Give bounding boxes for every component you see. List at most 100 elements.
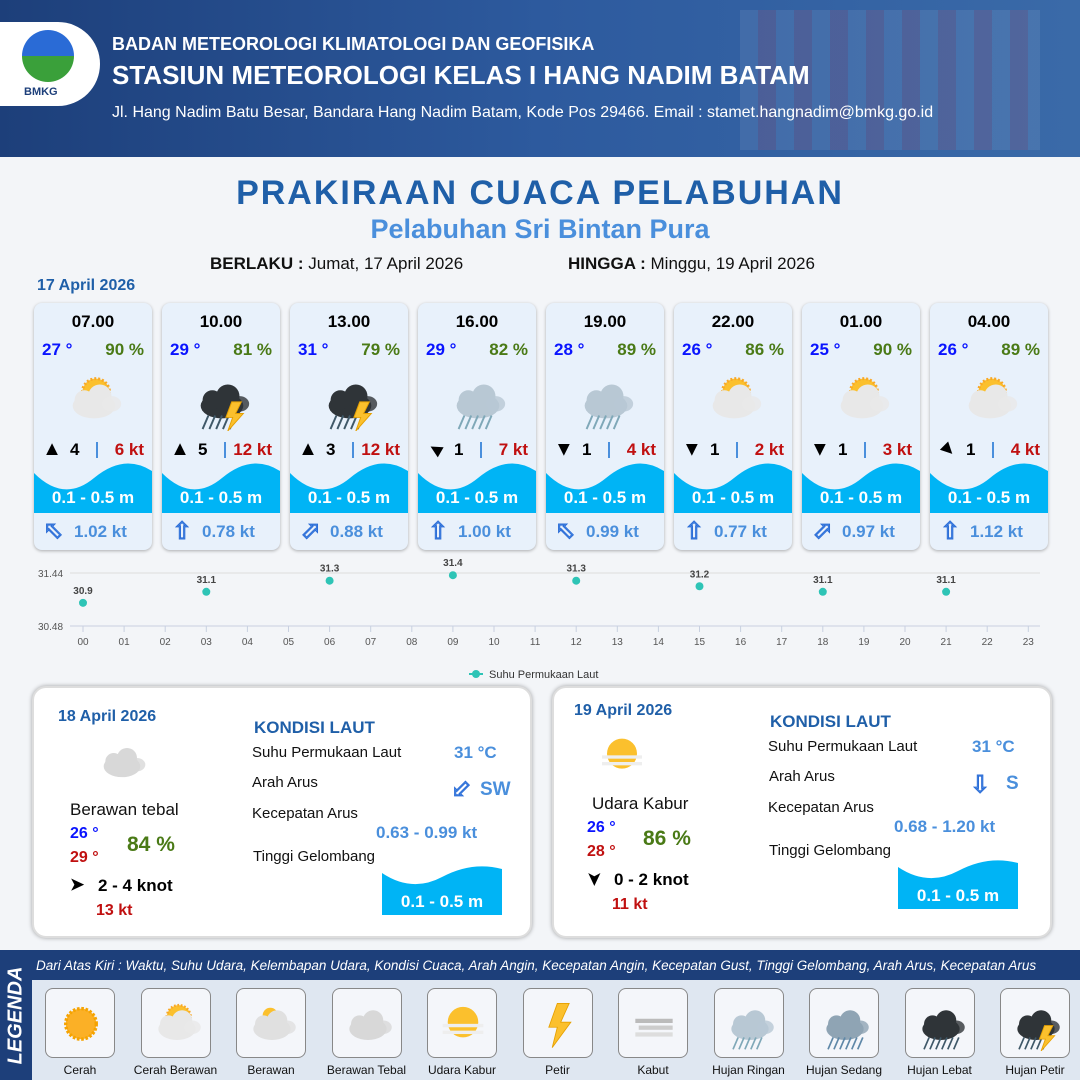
legend-hujan-sedang [809,988,879,1058]
wave-height: 0.1 - 0.5 m [435,488,519,507]
data-label: 31.1 [813,575,833,586]
wave-height: 0.1 - 0.5 m [51,488,135,507]
wind-direction-icon: ➤ [585,871,605,887]
legend-label: Petir [545,1063,570,1077]
gust-speed: 2 kt [754,440,784,459]
air-temperature: 29 ° [426,340,457,359]
berawan-tebal-icon [337,995,401,1056]
air-temperature: 27 ° [42,340,73,359]
forecast-time: 22.00 [711,312,755,331]
max-temperature: 28 ° [587,843,616,860]
hujan-petir-icon [314,367,386,432]
wind-direction-icon: ▲ [170,437,190,460]
gust-speed: 11 kt [612,896,648,913]
data-label: 31.3 [320,564,340,575]
org-name: BADAN METEOROLOGI KLIMATOLOGI DAN GEOFIS… [112,34,595,54]
wave-graphic [382,866,502,915]
cerah-berawan-icon [954,367,1026,431]
petir-icon [528,995,592,1056]
page-title: PRAKIRAAN CUACA PELABUHAN [236,174,844,212]
wave-graphic [418,463,536,513]
wind-speed: 1 [966,440,976,459]
wind-speed: 1 [454,440,464,459]
udara-kabur-icon [432,995,496,1056]
humidity: 89 % [617,340,656,359]
x-tick-label: 08 [406,637,418,648]
wind-speed: 1 [838,440,848,459]
current-speed: 0.77 kt [714,522,767,541]
cerah-berawan-icon [58,367,130,431]
data-point [79,598,87,607]
wave-graphic [802,463,920,513]
legend-label: Cerah Berawan [133,1063,218,1077]
hujan-ringan-icon [442,367,514,431]
x-tick-label: 19 [858,637,870,648]
legend-udara-kabur [427,988,497,1058]
legend-berawan-tebal [331,988,402,1058]
gust-speed: 6 kt [114,440,144,459]
panel-date: 18 April 2026 [58,708,157,725]
legend-title: LEGENDA [4,966,27,1064]
data-label: 30.9 [73,586,93,597]
wave-height: 0.1 - 0.5 m [819,488,903,507]
humidity: 86 % [643,827,691,850]
x-tick-label: 21 [941,637,953,648]
x-tick-label: 01 [119,637,131,648]
gust-speed: 12 kt [233,440,272,459]
legend-hujan-ringan [713,988,784,1058]
sea-condition-title: KONDISI LAUT [254,718,375,737]
page-subtitle: Pelabuhan Sri Bintan Pura [370,214,710,244]
divider [736,442,738,458]
data-point [695,582,704,591]
divider [96,442,98,458]
wave-graphic [162,463,280,513]
legend-berawan [236,988,306,1058]
day1-date: 17 April 2026 [37,277,136,294]
x-tick-label: 17 [776,637,788,648]
x-tick-label: 05 [283,637,295,648]
hujan-ringan-icon [570,367,642,431]
cerah-berawan-icon [146,995,210,1056]
forecast-time: 07.00 [71,312,115,331]
data-label: 31.1 [197,575,217,586]
wind-direction-icon: ▲ [421,434,451,463]
forecast-card: 10.00 29 ° 81 % ▲ 5 12 kt 0.1 - 0.5 m ⇧ … [162,303,280,550]
wind-direction-icon: ▲ [810,438,830,461]
x-tick-label: 15 [694,637,706,648]
sst-chart: 31.44 30.48 00 01 02 03 04 05 06 07 08 09 10 11 12 13 14… [38,558,1040,681]
current-direction-icon: ⇧ [37,514,71,548]
hujan-petir-icon [1005,995,1069,1056]
wind-direction-icon: ➤ [70,875,85,894]
gust-speed: 13 kt [96,902,133,919]
port-background-image [740,10,1040,150]
valid-from: BERLAKU : Jumat, 17 April 2026 [210,254,464,273]
wind-direction-icon: ▲ [933,434,964,465]
x-tick-label: 06 [324,637,336,648]
gust-speed: 4 kt [1010,440,1040,459]
forecast-card: 22.00 26 ° 86 % ▲ 1 2 kt 0.1 - 0.5 m ⇧ 0… [674,303,792,550]
wave-height-label: Tinggi Gelombang [769,842,892,859]
wind-speed: 2 - 4 knot [98,876,173,895]
valid-to: HINGGA : Minggu, 19 April 2026 [568,254,815,273]
forecast-time: 10.00 [199,312,243,331]
data-point [818,587,827,596]
x-tick-label: 14 [653,637,665,648]
berawan-icon [241,995,305,1056]
wind-direction-icon: ▲ [298,437,318,460]
current-direction-icon: ⇧ [805,514,839,548]
air-temperature: 28 ° [554,340,585,359]
gust-speed: 12 kt [361,440,400,459]
hujan-petir-icon [186,367,258,432]
legend-label: Suhu Permukaan Laut [489,669,598,681]
x-tick-label: 12 [571,637,583,648]
legend-hujan-petir [1000,988,1070,1058]
x-tick-label: 00 [77,637,89,648]
hujan-lebat-icon [910,995,974,1056]
forecast-card: 19.00 28 ° 89 % ▲ 1 4 kt 0.1 - 0.5 m ⇧ 0… [546,303,664,550]
current-speed: 1.02 kt [74,522,127,541]
humidity: 79 % [361,340,400,359]
wave-graphic [34,463,152,513]
current-speed: 1.12 kt [970,522,1023,541]
divider [224,442,226,458]
wave-graphic [674,463,792,513]
